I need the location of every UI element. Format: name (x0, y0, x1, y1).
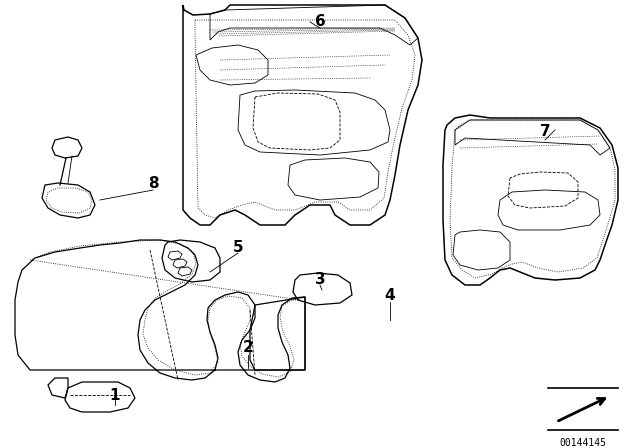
Text: 8: 8 (148, 176, 158, 190)
Text: 6: 6 (315, 14, 325, 30)
Text: 4: 4 (385, 288, 396, 302)
Text: 00144145: 00144145 (559, 438, 607, 448)
Text: 3: 3 (315, 272, 325, 288)
Text: 5: 5 (233, 241, 243, 255)
Text: 2: 2 (243, 340, 253, 356)
Text: 1: 1 (109, 388, 120, 402)
Text: 7: 7 (540, 125, 550, 139)
